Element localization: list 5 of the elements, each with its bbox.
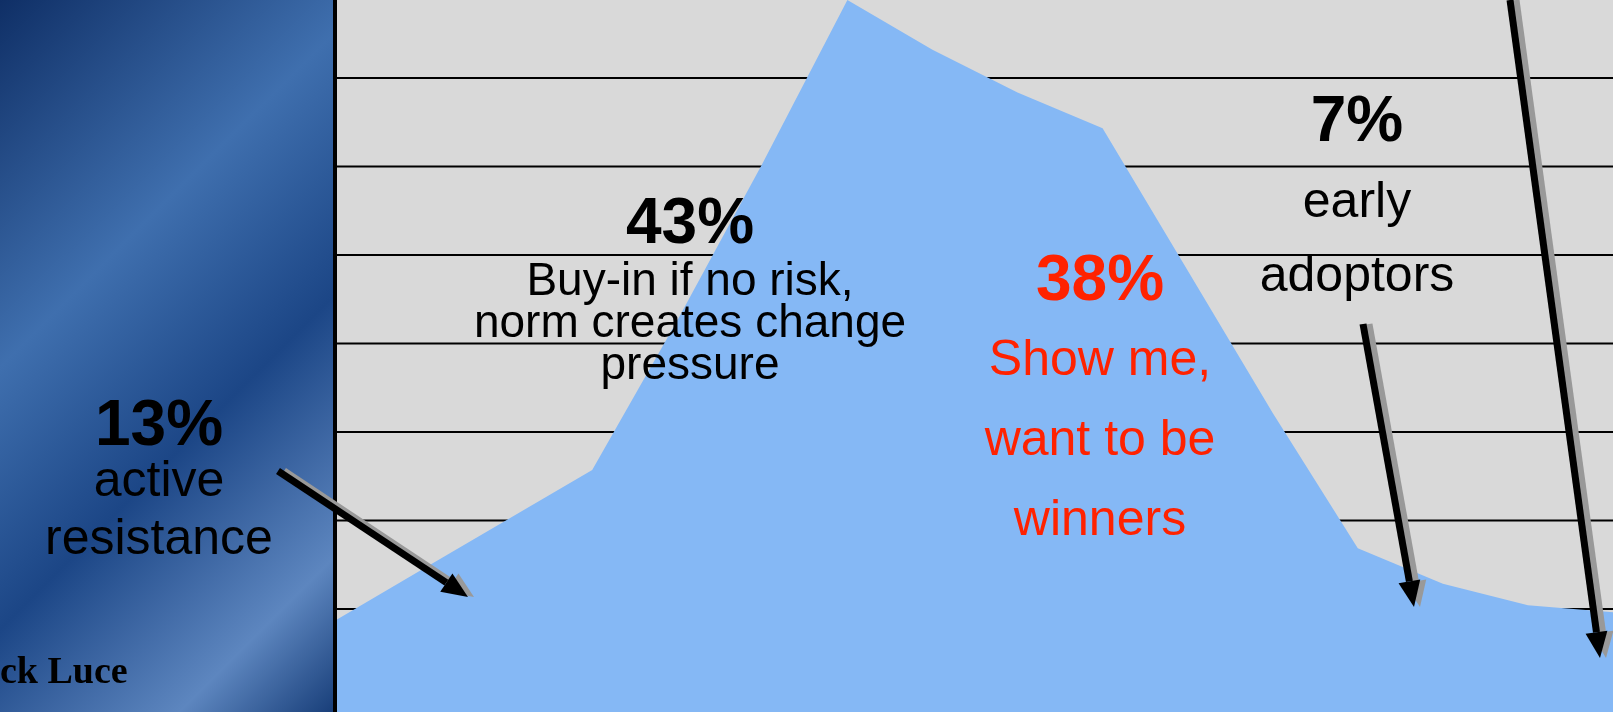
annotation: 7% bbox=[1309, 83, 1405, 155]
text: ck Luce bbox=[0, 648, 129, 692]
annotation: Show me, want to be winners bbox=[983, 329, 1217, 548]
annotation: early adoptors bbox=[1258, 171, 1456, 304]
annotation: 38% bbox=[1034, 242, 1166, 314]
